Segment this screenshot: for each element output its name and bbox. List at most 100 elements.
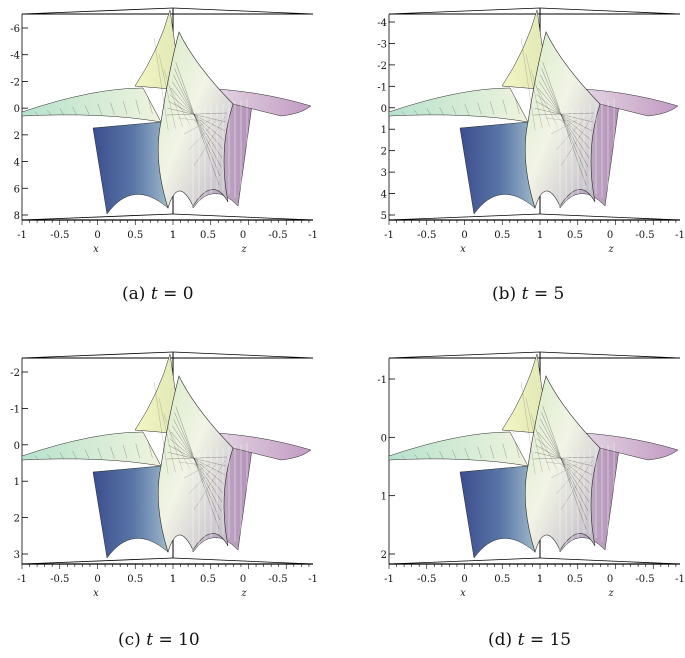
mesh-line — [414, 453, 419, 460]
mesh-line — [173, 74, 222, 168]
z-tick-label: 0 — [607, 574, 613, 585]
x-axis-name: x — [93, 244, 99, 255]
frame-top-back-right — [539, 351, 681, 359]
caption-d-value: 15 — [549, 630, 572, 650]
x-axis-name: x — [460, 588, 466, 599]
caption-b-value: 5 — [553, 284, 565, 304]
z-tick-label: -1 — [308, 574, 318, 585]
caption-b-eq: = — [533, 284, 549, 304]
mesh-line — [153, 37, 169, 131]
vertical-tick-label: -3 — [377, 39, 387, 50]
mesh-line — [540, 74, 589, 168]
frame-bottom-back-right — [172, 213, 314, 221]
mesh-line — [502, 443, 507, 459]
mesh-line — [539, 425, 590, 503]
mesh-line — [535, 85, 557, 125]
z-axis-name: z — [607, 244, 614, 255]
mesh-line — [72, 106, 77, 116]
mesh-line — [175, 406, 220, 530]
caption-b-label: (b) — [492, 284, 517, 304]
x-tick-label: 1 — [537, 574, 543, 585]
mesh-line — [550, 119, 579, 135]
vertical-tick-label: 0 — [381, 433, 387, 444]
mesh-line — [158, 397, 176, 473]
frame-top-back-left — [388, 351, 541, 359]
mesh-line — [158, 53, 176, 129]
panel-a-vertical-axis: -6 -4 -2 0 2 4 6 8 — [10, 24, 28, 222]
frame-top-back-left — [21, 7, 174, 15]
mesh-line — [122, 100, 128, 115]
mesh-line — [175, 62, 220, 186]
x-tick-label: 1 — [170, 574, 176, 585]
x-tick-label: -1 — [384, 574, 394, 585]
z-tick-label: -0.5 — [635, 574, 654, 585]
mesh-line — [59, 108, 65, 116]
x-tick-label: -1 — [17, 574, 27, 585]
vertical-tick-label: 2 — [14, 131, 20, 142]
mesh-line — [426, 452, 432, 460]
mesh-line — [439, 106, 444, 116]
x-tick-label: 0.5 — [494, 230, 510, 241]
mesh-line — [168, 429, 190, 469]
panel-a-bottom-axis: -1 -0.5 0 0.5 11 0.5 0 -0.5 -1x z — [17, 220, 318, 255]
vertical-tick-label: 1 — [14, 477, 20, 488]
mesh-line — [135, 99, 140, 115]
vertical-tick-label: 6 — [14, 184, 20, 195]
caption-c-eq: = — [158, 630, 173, 650]
vertical-tick-label: 2 — [381, 147, 387, 158]
caption-c-value: 10 — [178, 630, 200, 650]
mesh-line — [489, 444, 495, 459]
x-tick-label: -0.5 — [417, 574, 436, 585]
mesh-line — [173, 418, 222, 512]
mesh-line — [168, 85, 190, 125]
mesh-line — [178, 117, 205, 122]
mesh-line — [97, 447, 102, 459]
surface-right-wing — [564, 431, 679, 461]
x-tick-label: -0.5 — [417, 230, 436, 241]
mesh-line — [183, 119, 212, 135]
x-tick-label: 0.5 — [127, 230, 143, 241]
vertical-tick-label: -6 — [10, 24, 20, 35]
x-tick-label: 0.5 — [127, 574, 143, 585]
z-tick-label: -0.5 — [635, 230, 654, 241]
z-tick-label: 1 — [537, 230, 543, 241]
x-tick-label: -0.5 — [50, 230, 69, 241]
panel-c-bottom-axis: -1 -0.5 0 0.5 11 0.5 0 -0.5 -1x z — [17, 564, 318, 599]
mesh-line — [34, 455, 39, 460]
vertical-tick-label: -4 — [377, 18, 387, 29]
vertical-tick-label: -1 — [10, 404, 20, 415]
panel-b-bottom-axis: -1 -0.5 0 0.5 11 0.5 0 -0.5 -1x z — [384, 220, 685, 255]
caption-c-variable: t — [146, 630, 154, 650]
panel-c-vertical-axis: -2 -1 0 1 2 3 — [10, 368, 28, 561]
mesh-line — [172, 425, 223, 503]
z-tick-label: -0.5 — [268, 574, 287, 585]
z-axis-name: z — [240, 244, 247, 255]
mesh-line — [535, 445, 593, 476]
vertical-tick-label: 0 — [381, 104, 387, 115]
x-tick-label: 0.5 — [494, 574, 510, 585]
frame-bottom-back-left — [388, 213, 541, 221]
vertical-tick-label: 1 — [381, 492, 387, 503]
mesh-line — [47, 453, 52, 460]
caption-d-variable: t — [517, 630, 525, 650]
z-tick-label: 1 — [170, 574, 176, 585]
mesh-line — [541, 68, 588, 177]
mesh-line — [34, 111, 39, 116]
caption-d-label: (d) — [488, 630, 513, 650]
z-tick-label: 0.5 — [200, 230, 216, 241]
mesh-line — [536, 438, 592, 485]
vertical-tick-label: 4 — [14, 158, 20, 169]
surface-left-wing — [388, 431, 529, 467]
z-tick-label: -1 — [308, 230, 318, 241]
mesh-line — [110, 102, 115, 115]
surface-left-wall — [459, 465, 536, 559]
mesh-line — [515, 441, 520, 459]
mesh-line — [163, 69, 183, 127]
vertical-tick-label: -2 — [10, 77, 20, 88]
x-axis-name: x — [93, 588, 99, 599]
mesh-line — [85, 105, 90, 116]
x-tick-label: -0.5 — [50, 574, 69, 585]
vertical-tick-label: 3 — [381, 168, 387, 179]
